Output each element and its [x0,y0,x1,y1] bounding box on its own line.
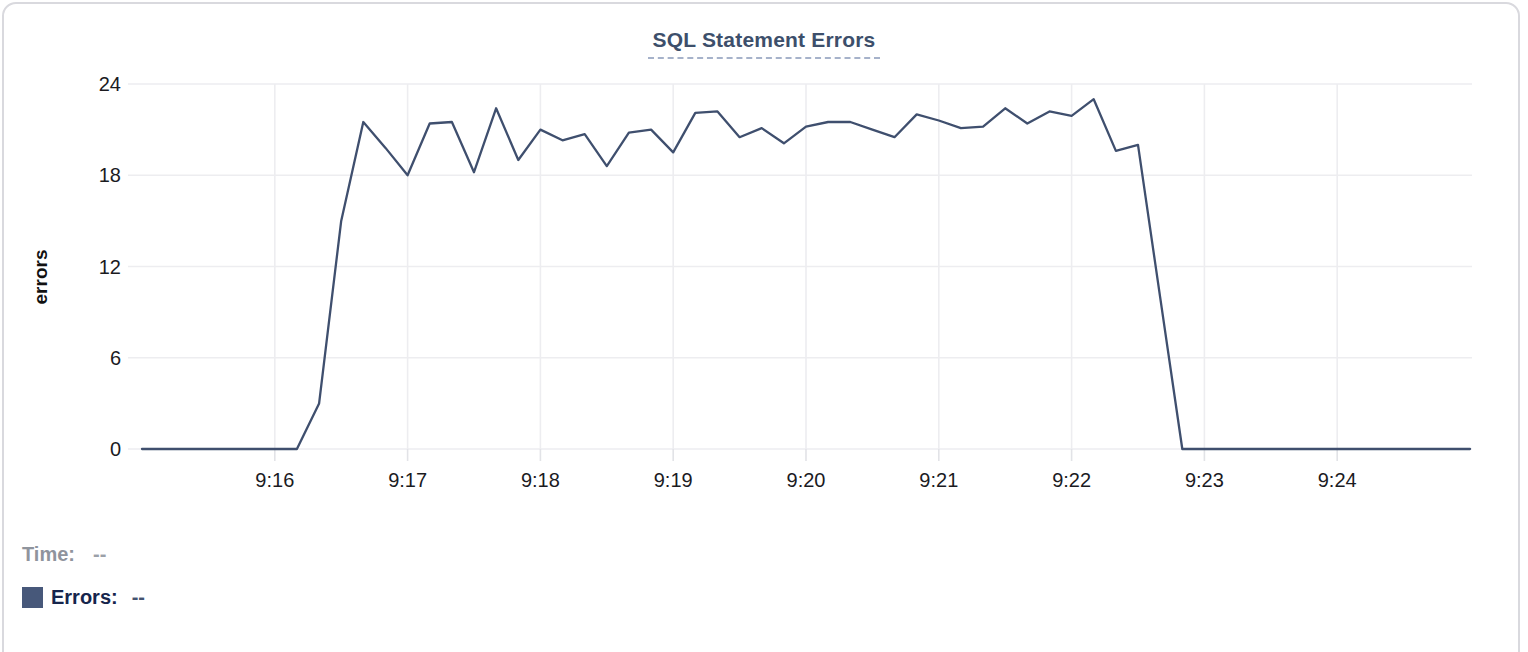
time-readout: Time: -- [22,543,106,566]
errors-chart[interactable]: 0 6 12 18 24 9:16 9:17 9:18 9:19 9:20 9:21 9:22 9:23… [0,0,1528,505]
x-tick-label: 9:24 [1318,469,1357,491]
y-tick-label: 24 [99,73,121,95]
errors-readout-value: -- [132,586,145,609]
x-tick-label: 9:18 [521,469,560,491]
plot-hover-area[interactable] [128,84,1472,449]
errors-readout: Errors: -- [22,586,145,609]
x-tick-label: 9:16 [255,469,294,491]
time-readout-value: -- [93,543,106,566]
chart-title[interactable]: SQL Statement Errors [648,28,879,59]
chart-header: SQL Statement Errors [0,28,1528,59]
y-tick-label: 18 [99,164,121,186]
x-tick-label: 9:23 [1185,469,1224,491]
y-axis-title: errors [30,250,52,305]
x-tick-label: 9:22 [1052,469,1091,491]
time-readout-label: Time: [22,543,75,566]
y-tick-label: 12 [99,256,121,278]
x-tick-label: 9:21 [919,469,958,491]
errors-legend-swatch [22,587,43,608]
errors-readout-label: Errors: [51,586,118,609]
x-tick-label: 9:20 [787,469,826,491]
x-tick-label: 9:19 [654,469,693,491]
y-tick-label: 6 [110,347,121,369]
x-tick-label: 9:17 [388,469,427,491]
y-tick-label: 0 [110,438,121,460]
